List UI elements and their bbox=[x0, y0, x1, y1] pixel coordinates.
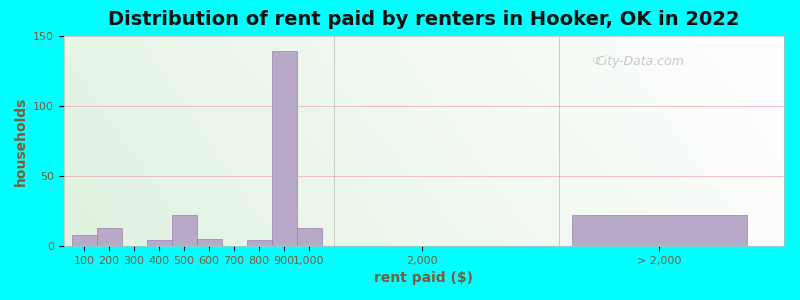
Bar bbox=[246, 240, 271, 246]
Bar bbox=[197, 239, 222, 246]
Title: Distribution of rent paid by renters in Hooker, OK in 2022: Distribution of rent paid by renters in … bbox=[108, 10, 740, 29]
Bar bbox=[571, 215, 746, 246]
Text: City-Data.com: City-Data.com bbox=[595, 55, 685, 68]
Y-axis label: households: households bbox=[14, 96, 28, 186]
Bar bbox=[146, 240, 171, 246]
X-axis label: rent paid ($): rent paid ($) bbox=[374, 271, 474, 285]
Bar bbox=[97, 228, 122, 246]
Bar bbox=[297, 228, 322, 246]
Bar bbox=[171, 215, 197, 246]
Text: ⊙: ⊙ bbox=[592, 56, 602, 66]
Bar bbox=[71, 235, 97, 246]
Bar bbox=[271, 51, 297, 246]
